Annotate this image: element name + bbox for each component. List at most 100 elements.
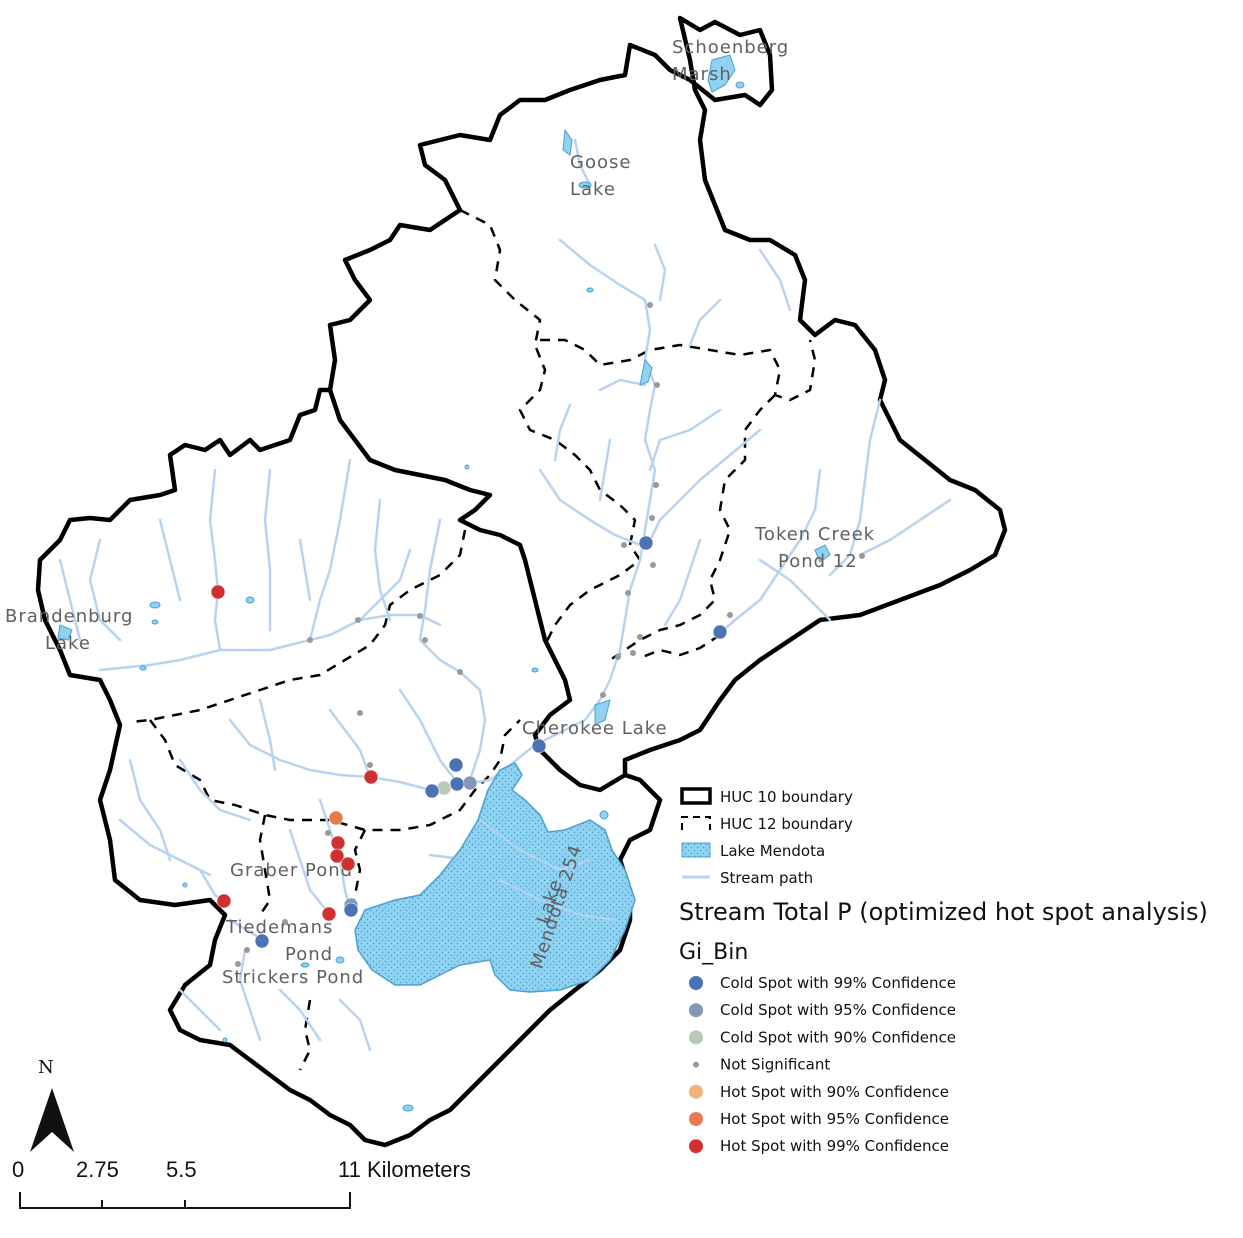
north-arrow: N [30,1057,74,1152]
hotspot-point-36 [321,906,337,922]
huc10-boundary [35,15,1008,1148]
hotspot-point-41 [235,961,241,967]
scale-bar: 0 2.75 5.5 11 Kilometers [12,1157,471,1209]
goose-lake-water [562,128,573,156]
hotspot-point-34 [340,856,356,872]
hotspot-point-13 [727,612,733,618]
legend-class-0-label: Cold Spot with 99% Confidence [720,974,956,992]
label-token-2: Pond 12 [778,551,858,572]
hotspot-point-42 [282,919,288,925]
hotspot-point-40 [244,947,250,953]
scale-label-3: 11 Kilometers [338,1157,471,1182]
hotspot-point-4 [621,542,627,548]
hotspot-point-32 [330,835,346,851]
label-goose-2: Lake [570,179,616,200]
label-goose-1: Goose [570,152,631,173]
hotspot-point-10 [615,654,621,660]
north-label: N [38,1057,54,1078]
scale-label-1: 2.75 [76,1157,119,1182]
hotspot-point-29 [424,783,440,799]
hotspot-point-25 [448,757,464,773]
legend-lake-swatch [681,842,711,858]
legend-class-6-swatch [689,1139,703,1154]
legend-title: Stream Total P (optimized hot spot analy… [679,898,1208,926]
hotspot-point-7 [625,590,631,596]
hotspot-point-28 [436,780,452,796]
small-lakes [57,54,831,1112]
hotspot-point-21 [457,669,463,675]
legend-class-3-label: Not Significant [720,1056,830,1074]
legend-class-1-label: Cold Spot with 95% Confidence [720,1001,956,1019]
hotspot-point-18 [355,617,361,623]
legend-stream-label: Stream path [720,869,813,887]
hotspot-point-27 [449,776,465,792]
cherokee-lake-water [594,699,611,726]
label-brandenburg-1: Brandenburg [5,606,133,627]
hotspot-point-11 [600,692,606,698]
scale-label-0: 0 [12,1157,24,1182]
legend-class-4-label: Hot Spot with 90% Confidence [720,1083,949,1101]
legend-subtitle: Gi_Bin [679,940,748,965]
hotspot-point-38 [343,902,359,918]
legend-class-2-swatch [689,1030,703,1045]
hotspot-point-0 [647,302,653,308]
legend-class-5-label: Hot Spot with 95% Confidence [720,1110,949,1128]
label-brandenburg-2: Lake [45,633,91,654]
legend-class-1-swatch [689,1003,703,1018]
legend-classes: Cold Spot with 99% Confidence Cold Spot w… [689,974,956,1155]
scale-label-2: 5.5 [166,1157,197,1182]
hotspot-point-15 [531,738,547,754]
north-arrow-left-half [30,1088,52,1152]
label-schoenberg-1: Schoenberg [672,37,789,58]
legend-class-4-swatch [689,1084,703,1099]
hotspot-point-24 [363,769,379,785]
hotspot-point-17 [307,637,313,643]
label-tiedemans-1: Tiedemans [225,917,333,938]
label-tiedemans-2: Pond [285,944,333,965]
hotspot-point-9 [630,650,636,656]
hotspot-point-16 [210,584,226,600]
hotspot-point-33 [329,848,345,864]
lake-mendota-inner-streams [479,819,616,921]
hotspot-point-2 [653,482,659,488]
legend: HUC 10 boundary HUC 12 boundary Lake Men… [679,787,1208,1155]
north-arrow-right-half [52,1088,74,1152]
hotspot-point-20 [422,637,428,643]
label-strickers: Strickers Pond [222,967,364,988]
hotspot-point-26 [462,775,478,791]
brandenburg-lake-water [57,624,73,641]
label-cherokee: Cherokee Lake [522,718,668,739]
label-graber: Graber Pond [230,860,353,881]
scale-line [19,1192,351,1209]
hotspot-point-1 [654,382,660,388]
hotspot-point-39 [254,933,270,949]
legend-lake-label: Lake Mendota [720,842,825,860]
hotspot-point-30 [328,810,344,826]
label-token-1: Token Creek [754,524,875,545]
schoenberg-marsh-water [707,54,736,93]
legend-class-0-swatch [689,976,703,990]
legend-huc10-label: HUC 10 boundary [720,788,853,806]
hotspot-point-23 [367,762,373,768]
hotspot-point-14 [859,553,865,559]
legend-class-5-swatch [689,1112,703,1126]
token-creek-pond-water [814,544,831,563]
hotspot-points [210,302,865,967]
hotspot-point-5 [638,535,654,551]
legend-class-6-label: Hot Spot with 99% Confidence [720,1137,949,1155]
hotspot-point-8 [637,634,643,640]
hotspot-point-22 [357,710,363,716]
lake-mendota [354,762,636,993]
hotspot-point-19 [417,613,423,619]
hotspot-point-12 [712,624,728,640]
hotspot-point-31 [325,830,331,836]
legend-huc12-label: HUC 12 boundary [720,815,853,833]
legend-huc10-swatch [680,787,712,805]
hotspot-point-3 [649,515,655,521]
legend-huc12-swatch [681,816,711,830]
label-schoenberg-2: Marsh [672,64,732,85]
hotspot-point-35 [216,893,232,909]
legend-class-3-swatch [693,1061,699,1068]
hotspot-point-6 [650,562,656,568]
